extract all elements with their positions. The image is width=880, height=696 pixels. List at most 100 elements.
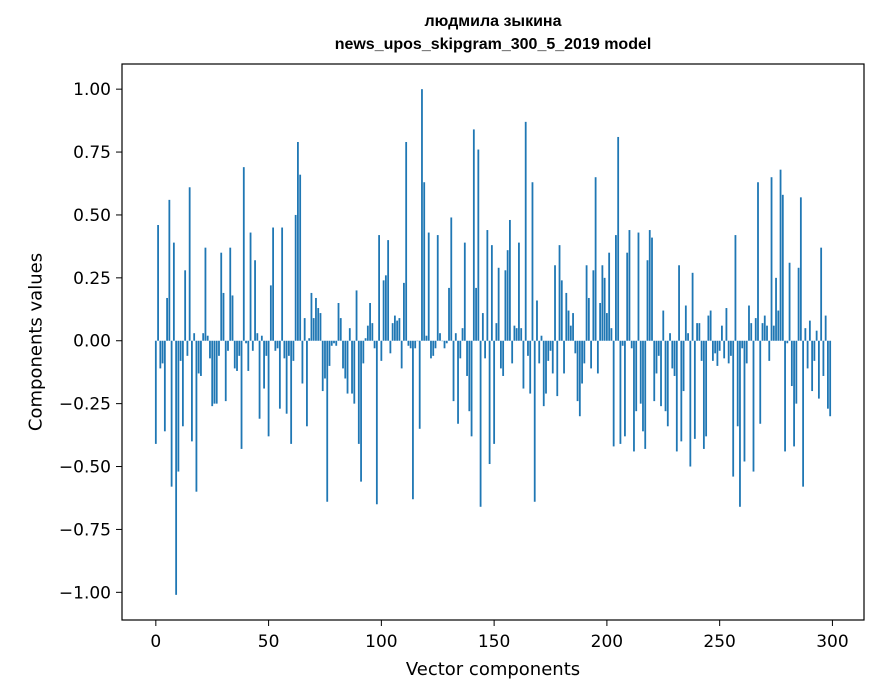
bar-130 bbox=[448, 287, 450, 341]
bar-298 bbox=[827, 340, 829, 409]
bar-60 bbox=[290, 340, 293, 444]
x-axis-label: Vector components bbox=[405, 659, 581, 680]
bar-180 bbox=[560, 280, 563, 341]
bar-35 bbox=[233, 340, 236, 369]
y-tick-label: 0.25 bbox=[73, 269, 111, 289]
bar-34 bbox=[231, 295, 234, 341]
bar-191 bbox=[585, 265, 588, 341]
bar-22 bbox=[204, 247, 207, 341]
bar-92 bbox=[362, 340, 365, 364]
bar-124 bbox=[434, 340, 437, 349]
bar-67 bbox=[306, 340, 308, 427]
bar-161 bbox=[518, 242, 520, 341]
bar-59 bbox=[287, 340, 290, 356]
bar-58 bbox=[285, 340, 288, 414]
bar-246 bbox=[709, 310, 712, 341]
bar-194 bbox=[592, 270, 595, 341]
bar-110 bbox=[403, 282, 405, 341]
bar-83 bbox=[342, 340, 344, 369]
bar-205 bbox=[617, 136, 620, 341]
bar-217 bbox=[644, 340, 647, 449]
bar-33 bbox=[229, 247, 232, 341]
bar-76 bbox=[326, 340, 329, 502]
bar-98 bbox=[375, 340, 378, 505]
bar-275 bbox=[775, 277, 777, 341]
bar-258 bbox=[736, 340, 739, 427]
bar-216 bbox=[642, 340, 644, 432]
bar-213 bbox=[635, 340, 638, 412]
x-tick-label: 250 bbox=[703, 632, 735, 652]
bar-221 bbox=[653, 340, 656, 402]
bar-144 bbox=[479, 340, 482, 507]
bar-261 bbox=[743, 340, 746, 462]
bar-79 bbox=[333, 340, 335, 344]
bar-11 bbox=[179, 340, 182, 361]
bar-80 bbox=[335, 340, 338, 346]
bar-171 bbox=[540, 335, 543, 341]
bar-230 bbox=[673, 340, 676, 376]
bar-260 bbox=[741, 340, 744, 349]
bar-68 bbox=[308, 338, 311, 341]
bar-257 bbox=[734, 235, 737, 341]
bar-99 bbox=[378, 235, 380, 341]
bar-123 bbox=[432, 340, 435, 356]
bar-105 bbox=[391, 323, 394, 341]
bar-138 bbox=[466, 340, 468, 376]
bar-134 bbox=[457, 340, 459, 424]
bar-169 bbox=[536, 300, 538, 341]
bar-7 bbox=[170, 340, 173, 487]
bar-74 bbox=[321, 340, 324, 392]
bar-182 bbox=[565, 292, 568, 341]
x-tick-label: 200 bbox=[591, 632, 623, 652]
bar-87 bbox=[351, 340, 353, 394]
bar-4 bbox=[163, 340, 166, 432]
bar-86 bbox=[348, 328, 351, 341]
bar-97 bbox=[373, 340, 376, 349]
bar-136 bbox=[461, 328, 464, 341]
bar-32 bbox=[227, 340, 229, 351]
bar-251 bbox=[721, 325, 723, 341]
bar-48 bbox=[263, 340, 265, 389]
bar-220 bbox=[651, 237, 653, 341]
bar-65 bbox=[301, 340, 304, 384]
bar-232 bbox=[678, 265, 680, 341]
bar-192 bbox=[587, 297, 590, 341]
bar-272 bbox=[768, 340, 771, 361]
bar-151 bbox=[495, 323, 498, 341]
bar-63 bbox=[297, 141, 299, 341]
bar-227 bbox=[666, 340, 669, 427]
bar-119 bbox=[423, 182, 426, 341]
bar-128 bbox=[443, 340, 446, 349]
bar-247 bbox=[711, 340, 714, 361]
bar-193 bbox=[590, 340, 592, 369]
bar-239 bbox=[693, 340, 696, 439]
bar-77 bbox=[328, 340, 331, 366]
bar-75 bbox=[324, 340, 326, 379]
bar-16 bbox=[191, 340, 193, 442]
bar-254 bbox=[727, 340, 730, 364]
bar-17 bbox=[193, 333, 196, 341]
bar-106 bbox=[393, 315, 396, 341]
bars-group bbox=[154, 89, 832, 595]
bar-188 bbox=[578, 340, 581, 417]
bar-233 bbox=[680, 340, 683, 442]
bar-295 bbox=[820, 247, 823, 341]
bar-14 bbox=[186, 340, 189, 356]
bar-157 bbox=[509, 219, 511, 341]
bar-96 bbox=[371, 323, 374, 341]
bar-273 bbox=[770, 177, 773, 341]
bar-6 bbox=[168, 199, 171, 341]
bar-197 bbox=[599, 303, 602, 341]
bar-42 bbox=[249, 232, 252, 341]
bar-244 bbox=[705, 340, 708, 437]
bar-37 bbox=[238, 340, 241, 356]
bar-245 bbox=[707, 315, 710, 341]
bar-209 bbox=[626, 252, 629, 341]
bar-243 bbox=[702, 340, 705, 449]
bar-271 bbox=[766, 325, 768, 341]
bar-31 bbox=[224, 340, 227, 402]
bar-235 bbox=[684, 305, 687, 341]
bar-131 bbox=[450, 217, 453, 341]
bar-201 bbox=[608, 252, 611, 341]
